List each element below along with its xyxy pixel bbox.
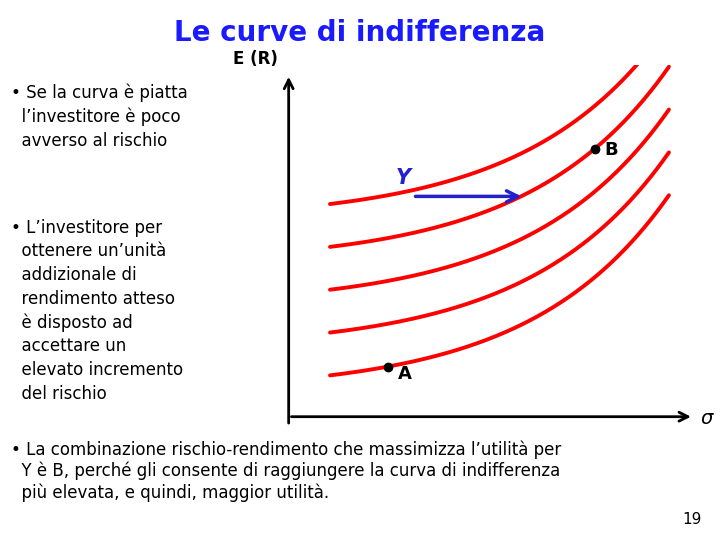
Text: più elevata, e quindi, maggior utilità.: più elevata, e quindi, maggior utilità. [11,483,329,502]
Text: E (R): E (R) [233,50,279,68]
Text: • Se la curva è piatta
  l’investitore è poco
  avverso al rischio: • Se la curva è piatta l’investitore è p… [11,84,187,150]
Text: • La combinazione rischio-rendimento che massimizza l’utilità per: • La combinazione rischio-rendimento che… [11,440,561,458]
Text: B: B [605,141,618,159]
Text: Le curve di indifferenza: Le curve di indifferenza [174,19,546,47]
Text: A: A [398,365,412,383]
Text: Y è B, perché gli consente di raggiungere la curva di indifferenza: Y è B, perché gli consente di raggiunger… [11,462,560,480]
Text: Y: Y [396,168,411,188]
Text: σ: σ [700,409,712,428]
Text: 19: 19 [683,511,702,526]
Text: • L’investitore per
  ottenere un’unità
  addizionale di
  rendimento atteso
  è: • L’investitore per ottenere un’unità ad… [11,219,183,403]
